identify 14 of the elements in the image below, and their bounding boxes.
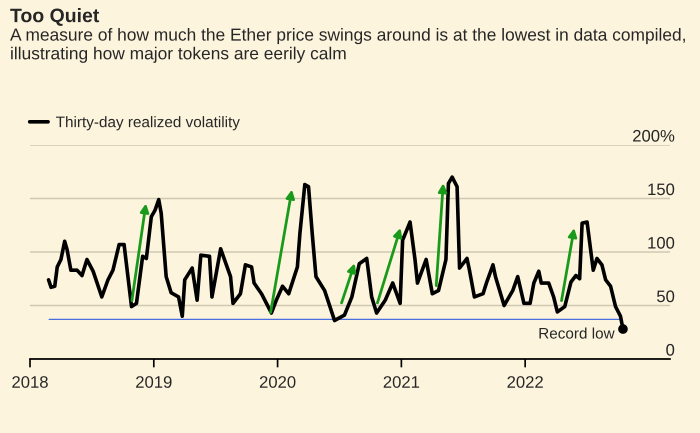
- chart-title: Too Quiet: [10, 8, 100, 26]
- x-tick-label: 2019: [136, 376, 172, 388]
- annotation: Record low: [539, 327, 615, 339]
- x-tick-label: 2022: [507, 376, 543, 388]
- chart-subtitle: A measure of how much the Ether price swings around is at the lowest in data compiled, illustrating how major tokens are eerily calm: [10, 28, 685, 63]
- x-tick-label: 2020: [260, 376, 296, 388]
- legend-label: Thirty-day realized volatility: [56, 116, 240, 130]
- x-tick-label: 2021: [384, 376, 420, 388]
- y-tick-label: 0: [666, 344, 674, 356]
- y-tick-label: 100: [648, 236, 674, 249]
- y-tick-label: 150: [648, 183, 674, 196]
- y-tick-label: 50: [656, 290, 674, 302]
- x-tick-label: 2018: [12, 376, 48, 388]
- y-tick-label: 200%: [633, 130, 674, 142]
